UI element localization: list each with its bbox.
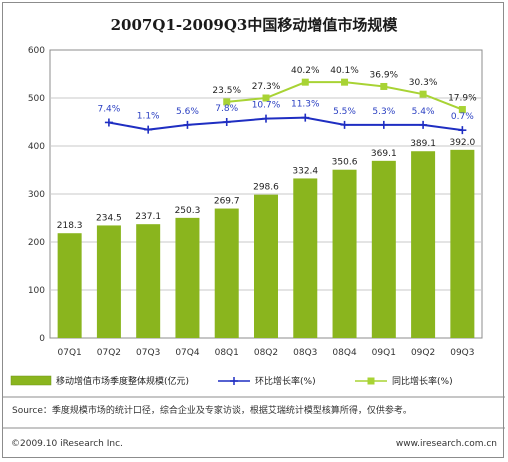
data-point-marker	[144, 125, 153, 134]
data-point-marker	[262, 114, 270, 123]
bar	[175, 217, 200, 338]
data-point-label: 40.1%	[330, 66, 359, 76]
bar	[57, 233, 82, 338]
legend-yoy-label: 同比增长率(%)	[392, 375, 453, 387]
data-point-marker	[419, 120, 428, 129]
y-tick-label: 400	[28, 142, 45, 152]
y-tick-label: 300	[28, 190, 45, 200]
bar	[371, 160, 396, 338]
x-tick-label: 07Q1	[58, 348, 82, 358]
bar-value-label: 369.1	[371, 149, 397, 159]
bar	[136, 224, 161, 338]
bar-labels: 218.3 234.5 237.1 250.3 269.7 298.6 332.4 350.6…	[57, 138, 476, 231]
bar-value-label: 269.7	[214, 197, 240, 207]
x-tick-label: 08Q2	[254, 348, 278, 358]
legend: 移动增值市场季度整体规模(亿元) 环比增长率(%) 同比增长率(%)	[10, 375, 453, 387]
bar-value-label: 392.0	[449, 138, 475, 148]
data-point-label: 36.9%	[370, 70, 399, 80]
bar	[214, 208, 239, 338]
x-tick-label: 07Q4	[175, 348, 200, 358]
legend-yoy-marker	[367, 377, 375, 385]
data-point-label: 5.4%	[412, 107, 435, 117]
data-point-marker	[301, 78, 309, 86]
data-point-marker	[262, 94, 270, 102]
bars	[57, 149, 475, 338]
series-line	[108, 116, 463, 132]
x-tick-label: 09Q3	[450, 348, 474, 358]
y-tick-label: 600	[28, 46, 45, 56]
x-tick-label: 08Q3	[293, 348, 317, 358]
data-point-label: 11.3%	[291, 100, 320, 110]
data-point-label: 7.4%	[97, 104, 120, 114]
data-point-marker	[379, 120, 388, 129]
x-tick-label: 07Q3	[136, 348, 160, 358]
website-text: www.iresearch.com.cn	[396, 439, 497, 449]
data-point-label: 17.9%	[448, 94, 477, 104]
y-axis-ticks: 0 100 200 300 400 500 600	[28, 46, 45, 344]
data-point-marker	[222, 118, 231, 126]
x-axis-ticks: 07Q1 07Q2 07Q3 07Q4 08Q1 08Q2 08Q3 08Q4 09Q1 09Q2…	[58, 348, 475, 358]
data-point-label: 5.5%	[333, 107, 356, 117]
data-point-label: 23.5%	[212, 86, 241, 96]
data-point-label: 1.1%	[137, 112, 160, 122]
data-point-label: 27.3%	[252, 82, 281, 92]
data-point-marker	[301, 113, 310, 122]
legend-qoq-marker	[230, 377, 238, 385]
x-tick-label: 08Q1	[215, 348, 239, 358]
copyright-text: ©2009.10 iResearch Inc.	[11, 439, 123, 449]
bar-value-label: 234.5	[96, 213, 122, 223]
x-tick-label: 09Q2	[411, 348, 435, 358]
data-point-label: 5.6%	[176, 107, 199, 117]
data-point-label: 7.8%	[215, 104, 238, 114]
x-tick-label: 07Q2	[97, 348, 121, 358]
legend-qoq-label: 环比增长率(%)	[255, 375, 316, 387]
bar-value-label: 250.3	[175, 206, 201, 216]
bar-value-label: 332.4	[292, 166, 318, 176]
x-tick-label: 08Q4	[332, 348, 357, 358]
bar	[450, 149, 475, 338]
data-point-label: 0.7%	[451, 112, 474, 122]
source-note: Source：季度规模市场的统计口径，综合企业及专家访谈，根据艾瑞统计模型核算所…	[12, 404, 412, 416]
data-point-marker	[183, 120, 192, 129]
bar-value-label: 389.1	[410, 139, 436, 149]
y-tick-label: 200	[28, 238, 45, 248]
data-point-marker	[458, 126, 467, 135]
yoy-line: 23.5% 27.3% 40.2% 40.1% 36.9% 30.3% 17.9%	[212, 66, 477, 114]
legend-bar-label: 移动增值市场季度整体规模(亿元)	[56, 375, 189, 387]
bar	[293, 178, 318, 338]
data-point-marker	[223, 98, 231, 106]
data-point-label: 30.3%	[409, 78, 438, 88]
data-point-marker	[380, 82, 388, 90]
data-point-label: 5.3%	[372, 107, 395, 117]
data-point-label: 10.7%	[252, 101, 281, 111]
data-point-marker	[458, 106, 466, 114]
legend-bar-swatch	[10, 375, 52, 386]
data-point-marker	[340, 120, 349, 129]
qoq-line: 7.4% 1.1% 5.6% 7.8% 10.7% 11.3% 5.5% 5.3% 5.4% 0.…	[97, 100, 474, 135]
bar	[411, 151, 436, 338]
bar-value-label: 298.6	[253, 183, 279, 193]
bar	[254, 194, 278, 338]
data-point-marker	[419, 90, 427, 98]
chart-title: 2007Q1-2009Q3中国移动增值市场规模	[111, 16, 399, 34]
bar-value-label: 237.1	[135, 212, 161, 222]
bar-value-label: 350.6	[332, 158, 358, 168]
bar	[332, 169, 357, 338]
x-tick-label: 09Q1	[372, 348, 396, 358]
data-point-marker	[104, 118, 113, 127]
y-tick-label: 100	[28, 286, 45, 296]
data-point-label: 40.2%	[291, 66, 320, 76]
y-tick-label: 500	[28, 94, 45, 104]
bar-value-label: 218.3	[57, 221, 83, 231]
bar	[96, 225, 121, 338]
data-point-marker	[341, 78, 349, 86]
y-tick-label: 0	[39, 334, 45, 344]
